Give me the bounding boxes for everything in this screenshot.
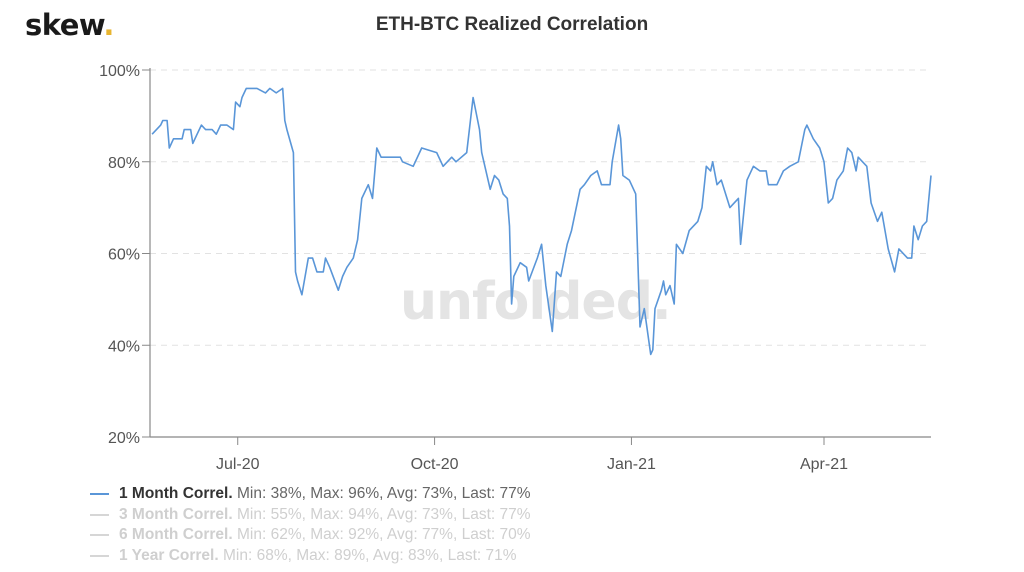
legend-item-1-month[interactable]: 1 Month Correl. Min: 38%, Max: 96%, Avg:… [90, 484, 531, 505]
y-tick-label: 60% [108, 247, 140, 264]
chart-title: ETH-BTC Realized Correlation [375, 14, 649, 35]
x-tick-label: Apr-21 [800, 456, 848, 473]
legend-item-1-year[interactable]: 1 Year Correl. Min: 68%, Max: 89%, Avg: … [90, 546, 531, 567]
skew-logo: skew. [25, 8, 114, 42]
legend-series-name: 3 Month Correl [119, 505, 229, 523]
y-tick-label: 40% [108, 338, 140, 355]
legend-series-stats: Min: 62%, Max: 92%, Avg: 77%, Last: 70% [237, 526, 531, 543]
legend-series-name: 6 Month Correl [119, 526, 229, 543]
y-tick-label: 20% [108, 430, 140, 447]
legend: 1 Month Correl. Min: 38%, Max: 96%, Avg:… [90, 484, 531, 566]
x-tick-label: Jul-20 [216, 456, 260, 473]
legend-item-6-month[interactable]: 6 Month Correl. Min: 62%, Max: 92%, Avg:… [90, 525, 531, 546]
legend-line-swatch [90, 513, 109, 516]
watermark: unfolded. [400, 272, 672, 332]
legend-line-swatch [90, 554, 109, 557]
y-tick-label: 100% [99, 63, 140, 80]
legend-line-swatch [90, 534, 109, 537]
legend-series-stats: Min: 55%, Max: 94%, Avg: 73%, Last: 77% [237, 505, 531, 523]
legend-series-stats: Min: 68%, Max: 89%, Avg: 83%, Last: 71% [223, 546, 517, 564]
legend-series-stats: Min: 38%, Max: 96%, Avg: 73%, Last: 77% [237, 485, 531, 502]
x-tick-label: Oct-20 [411, 456, 459, 473]
legend-line-swatch [90, 493, 109, 496]
series-line-1-month-correl [151, 87, 932, 356]
legend-series-name: 1 Month Correl [119, 485, 229, 502]
legend-item-3-month[interactable]: 3 Month Correl. Min: 55%, Max: 94%, Avg:… [90, 505, 531, 526]
logo-dot: . [103, 8, 114, 42]
legend-series-name: 1 Year Correl [119, 546, 215, 564]
logo-text: skew [25, 8, 104, 42]
y-tick-label: 80% [108, 155, 140, 172]
x-tick-label: Jan-21 [607, 456, 656, 473]
